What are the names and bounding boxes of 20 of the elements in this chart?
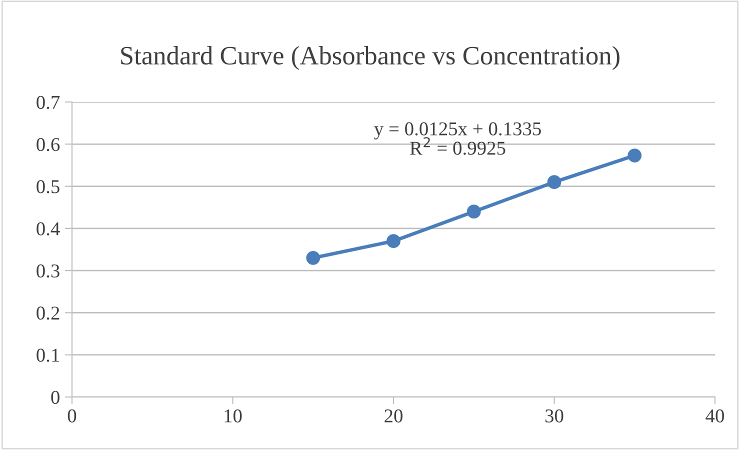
x-tick-label: 30 [545, 409, 564, 422]
point [466, 204, 481, 219]
y-tick-label: 0.3 [36, 264, 60, 278]
y-tick-label: 0.1 [36, 348, 60, 362]
annotation: y = 0.0125x + 0.1335 R$^{2}$ = 0.9925 [374, 122, 541, 155]
x-tick-label: 0 [68, 409, 76, 422]
point [547, 175, 562, 190]
y-tick-label: 0.5 [36, 180, 60, 194]
x-tick-label: 20 [384, 409, 402, 422]
chart-title: Standard Curve (Absorbance vs Concentration) [121, 46, 620, 70]
y-tick-label: 0 [51, 390, 60, 404]
y-tick-label: 0.7 [36, 96, 60, 110]
point [386, 234, 400, 248]
y-tick-label: 0.4 [36, 222, 60, 236]
y-tick-label: 0.2 [36, 306, 60, 320]
y-tick-label: 0.6 [36, 138, 60, 152]
point [306, 250, 320, 265]
x-tick-label: 10 [224, 409, 242, 422]
point [628, 148, 642, 162]
x-tick-label: 40 [706, 409, 724, 422]
